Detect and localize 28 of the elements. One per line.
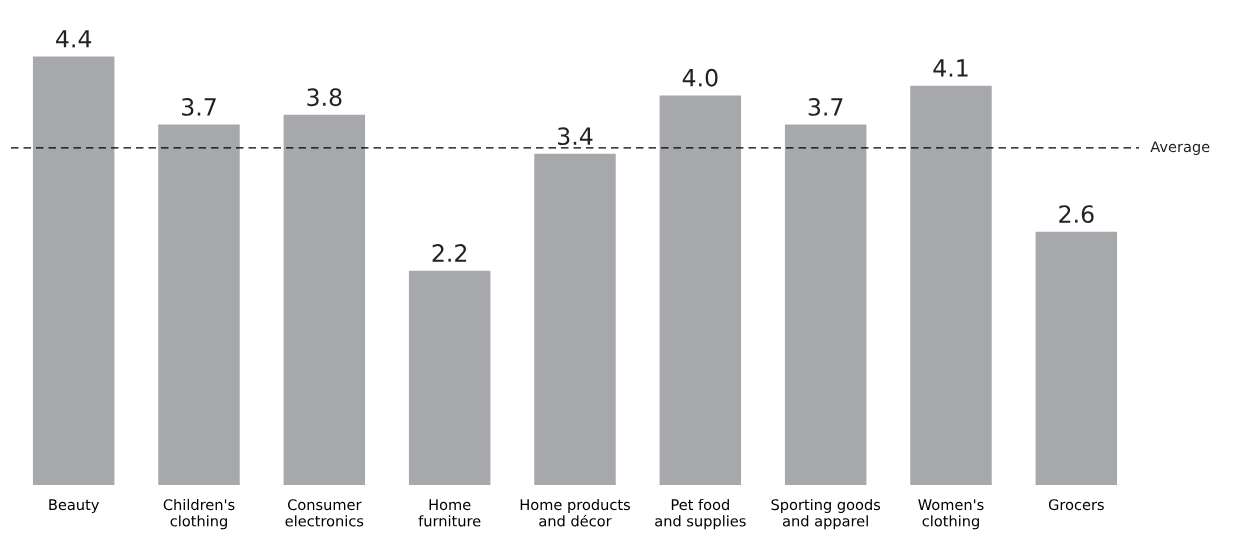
data-label: 3.4 <box>558 127 593 146</box>
x-tick-label: Sporting goods and apparel <box>771 498 881 530</box>
x-tick-label: Consumer electronics <box>285 499 364 527</box>
bar <box>784 124 867 485</box>
x-tick-label: Home products and décor <box>520 498 630 527</box>
bar <box>32 56 115 485</box>
x-tick-label: Grocers <box>1048 499 1104 511</box>
data-label: 4.1 <box>933 59 968 77</box>
data-label: 4.0 <box>682 68 718 87</box>
bar <box>283 114 366 485</box>
data-label: 3.8 <box>307 88 342 107</box>
x-tick-label: Women's clothing <box>918 499 984 530</box>
x-tick-label: Pet food and supplies <box>655 498 746 530</box>
bar <box>659 95 742 485</box>
data-label: 3.7 <box>808 98 843 116</box>
data-label: 2.6 <box>1059 205 1094 224</box>
bar <box>910 85 992 485</box>
x-tick-label: Beauty <box>49 499 99 513</box>
ref-line-label: Average <box>1150 141 1210 156</box>
bar <box>158 124 240 485</box>
data-label: 3.7 <box>182 98 216 116</box>
x-tick-label: Home furniture <box>418 499 481 527</box>
data-label: 4.4 <box>56 30 92 48</box>
x-tick-label: Children's clothing <box>163 498 235 530</box>
bar <box>534 153 616 485</box>
data-label: 2.2 <box>432 244 467 262</box>
bar <box>408 270 491 485</box>
bar <box>1035 231 1118 485</box>
